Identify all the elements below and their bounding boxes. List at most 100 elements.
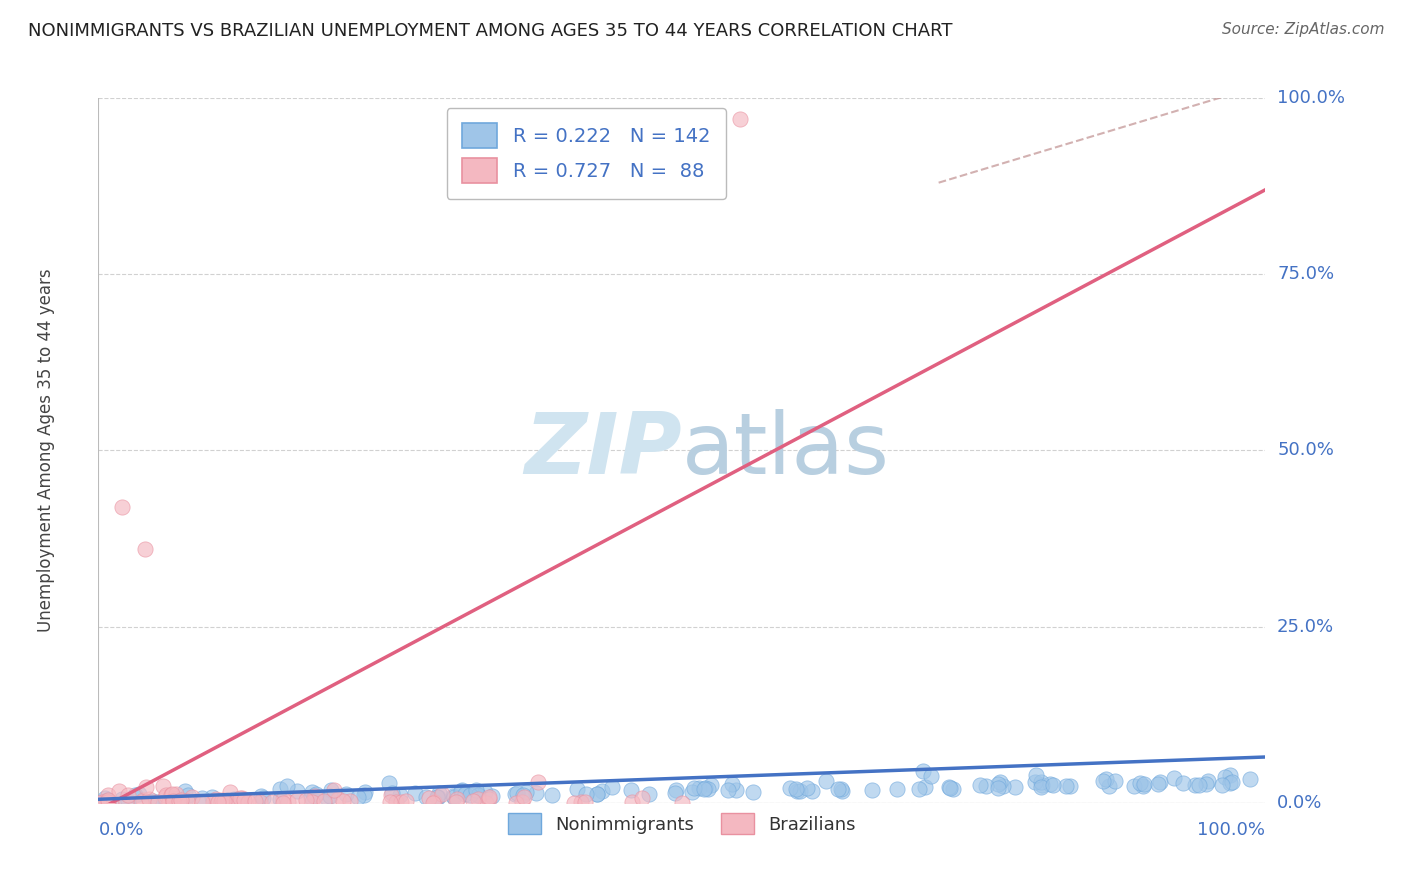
Point (152, 779, 174, 793)
Point (243, 794, 266, 808)
Point (231, 791, 253, 805)
Point (1104, 774, 1126, 789)
Point (276, 780, 298, 794)
Point (814, 773, 837, 788)
Point (316, 791, 339, 805)
Point (478, 790, 501, 805)
Point (585, 788, 607, 802)
Point (97, 795, 120, 809)
Point (249, 795, 271, 809)
Point (190, 790, 212, 805)
Point (1163, 771, 1185, 785)
Point (567, 782, 589, 797)
Point (423, 795, 446, 809)
Point (942, 781, 965, 796)
Point (312, 794, 335, 808)
Point (176, 794, 198, 808)
Point (132, 793, 155, 807)
Point (638, 787, 661, 801)
Point (395, 794, 418, 808)
Legend: Nonimmigrants, Brazilians: Nonimmigrants, Brazilians (499, 805, 865, 843)
Point (443, 789, 465, 804)
Point (860, 783, 883, 797)
Point (1173, 775, 1195, 789)
Point (90, 795, 112, 809)
Point (1024, 774, 1046, 789)
Point (96, 795, 118, 809)
Point (1239, 772, 1261, 786)
Point (111, 792, 134, 806)
Point (467, 792, 489, 806)
Point (600, 780, 623, 795)
Point (277, 795, 299, 809)
Point (1149, 775, 1171, 789)
Point (415, 790, 437, 805)
Point (128, 787, 150, 801)
Point (100, 796, 122, 810)
Point (830, 782, 852, 797)
Point (418, 791, 440, 805)
Point (124, 788, 146, 802)
Point (226, 791, 249, 805)
Point (886, 781, 908, 796)
Point (138, 792, 160, 806)
Point (432, 787, 454, 801)
Point (146, 795, 169, 809)
Point (162, 787, 184, 801)
Point (252, 791, 274, 805)
Point (425, 790, 447, 805)
Point (214, 793, 236, 807)
Point (700, 778, 723, 792)
Point (1195, 777, 1218, 791)
Point (939, 780, 962, 795)
Point (163, 794, 186, 808)
Point (938, 780, 960, 795)
Point (295, 792, 318, 806)
Point (1219, 775, 1241, 789)
Point (335, 787, 357, 801)
Point (478, 791, 501, 805)
Point (717, 782, 740, 797)
Point (162, 790, 184, 805)
Point (201, 790, 224, 805)
Point (695, 780, 717, 795)
Point (378, 795, 401, 809)
Point (1031, 774, 1053, 789)
Point (177, 788, 200, 802)
Point (301, 795, 323, 809)
Point (785, 782, 807, 797)
Point (505, 796, 527, 810)
Point (742, 785, 765, 799)
Point (214, 794, 236, 808)
Point (238, 795, 260, 809)
Text: NONIMMIGRANTS VS BRAZILIAN UNEMPLOYMENT AMONG AGES 35 TO 44 YEARS CORRELATION CH: NONIMMIGRANTS VS BRAZILIAN UNEMPLOYMENT … (28, 22, 953, 40)
Point (273, 792, 295, 806)
Text: 100.0%: 100.0% (1277, 89, 1346, 107)
Point (697, 781, 720, 796)
Point (180, 790, 202, 805)
Point (461, 793, 484, 807)
Point (1146, 777, 1168, 791)
Point (215, 793, 238, 807)
Point (451, 783, 474, 797)
Point (541, 788, 564, 802)
Point (988, 775, 1011, 789)
Point (515, 784, 537, 798)
Point (117, 788, 139, 802)
Point (427, 790, 450, 805)
Point (730, 112, 752, 127)
Point (381, 786, 404, 800)
Point (389, 795, 412, 809)
Point (301, 785, 323, 799)
Point (512, 788, 534, 802)
Point (404, 786, 426, 800)
Point (1054, 779, 1077, 793)
Point (160, 788, 183, 802)
Point (688, 780, 710, 795)
Point (269, 781, 291, 796)
Point (467, 788, 489, 802)
Point (665, 782, 688, 797)
Point (681, 785, 703, 799)
Point (167, 794, 190, 808)
Point (141, 795, 163, 809)
